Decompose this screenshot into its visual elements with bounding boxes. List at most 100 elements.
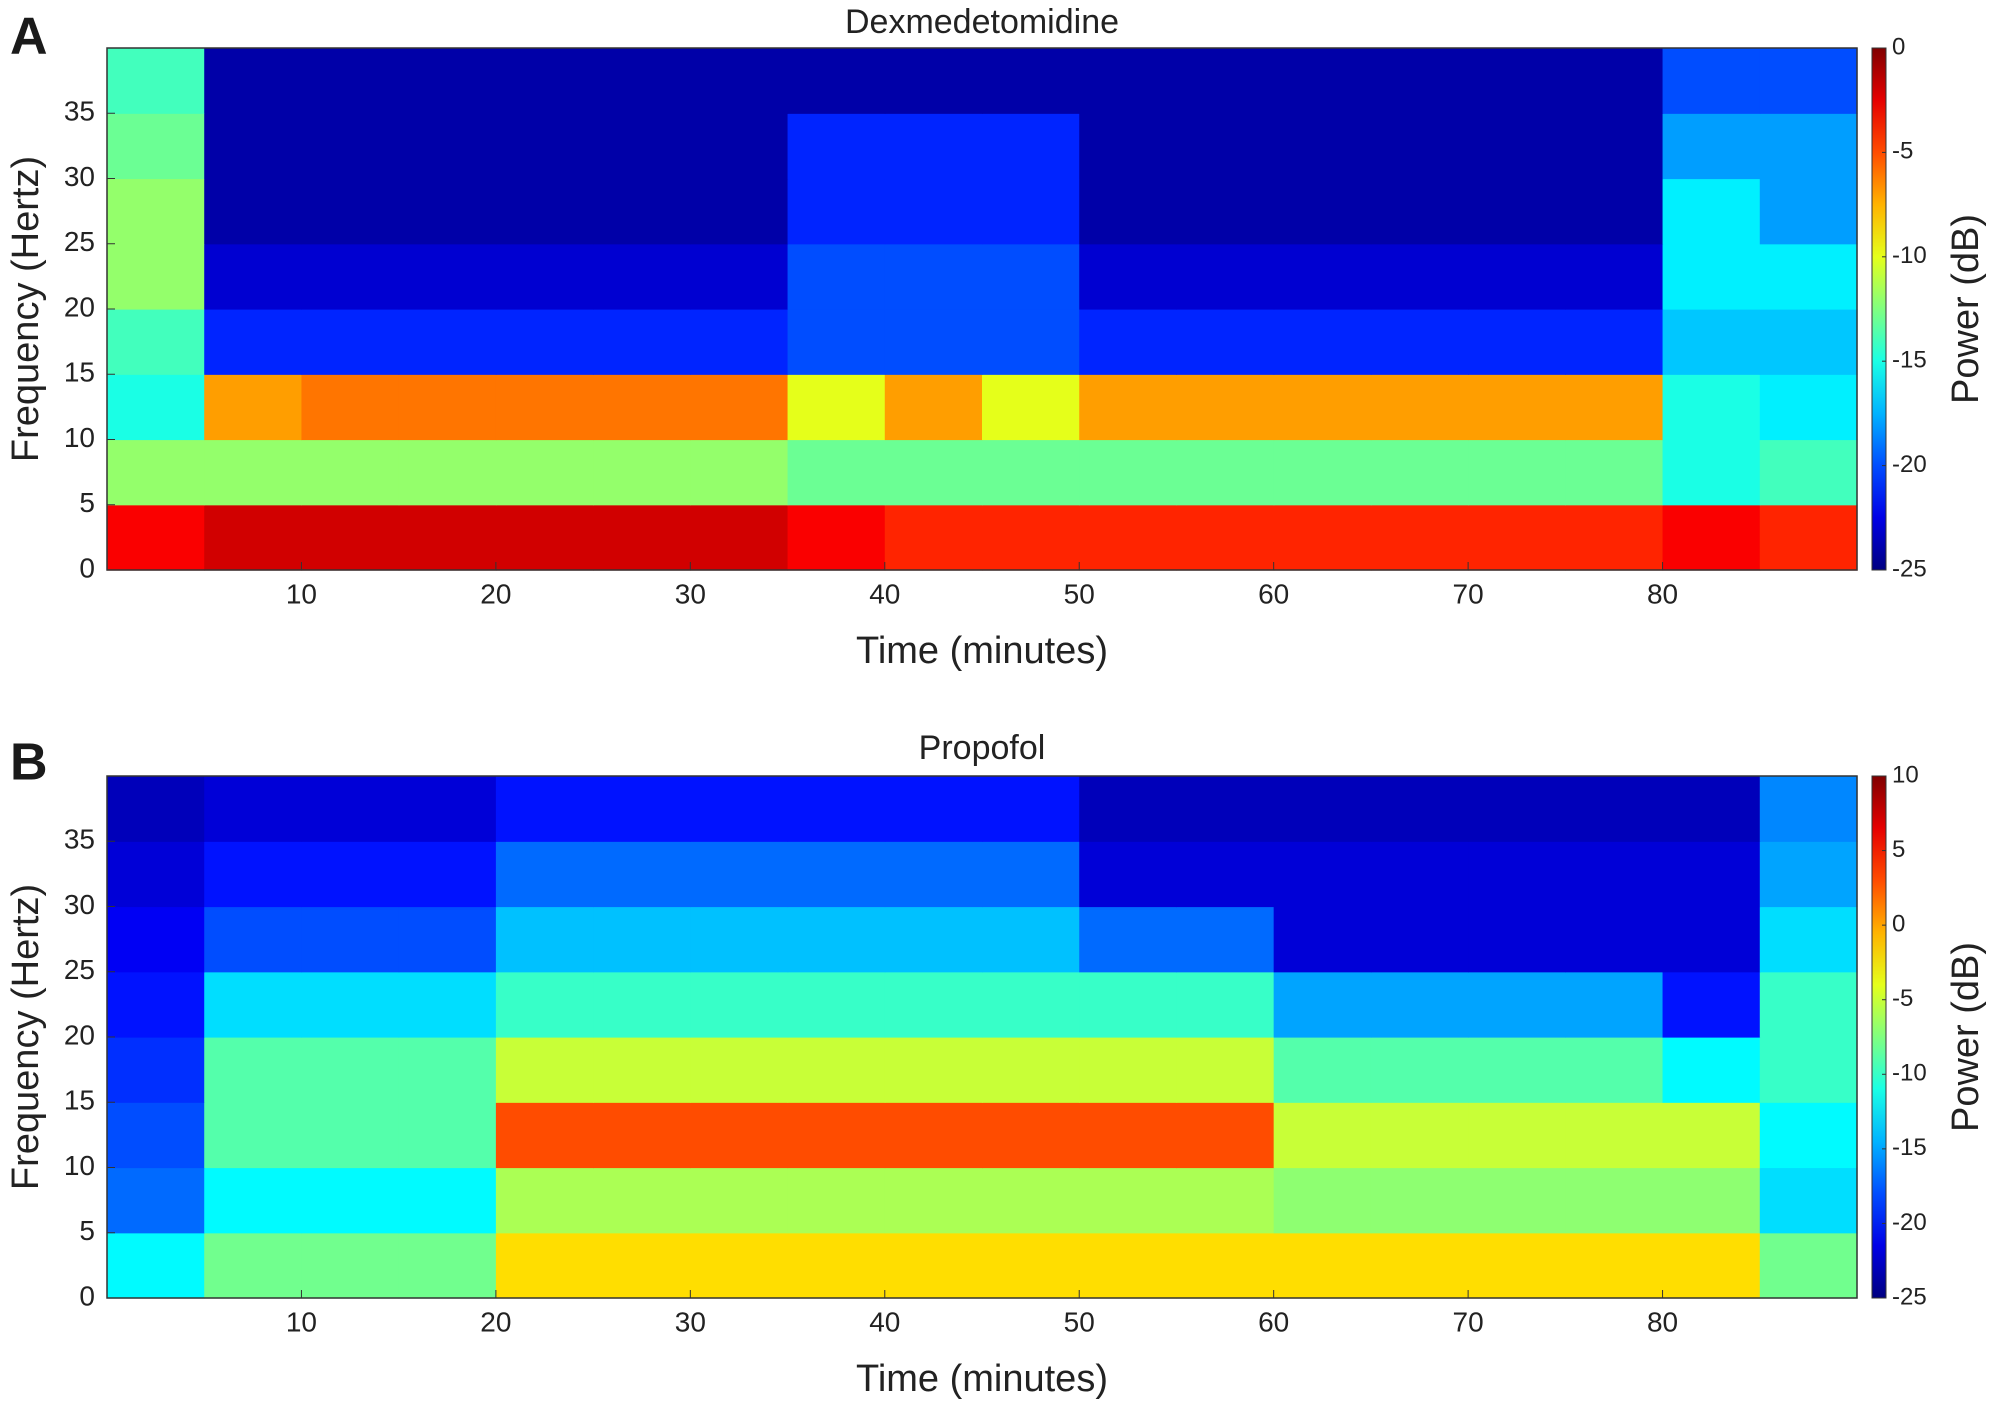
- heatmap-cell: [301, 309, 400, 375]
- y-tick-label: 30: [64, 161, 95, 192]
- heatmap-cell: [593, 1232, 691, 1299]
- heatmap-cell: [204, 439, 303, 506]
- heatmap-cell: [1273, 243, 1372, 310]
- heatmap-cell: [204, 374, 303, 441]
- x-tick-label: 60: [1258, 1306, 1289, 1337]
- heatmap-cell: [1273, 178, 1372, 245]
- heatmap-cell: [204, 776, 303, 842]
- heatmap-cell: [1565, 776, 1664, 842]
- heatmap-cell: [204, 1232, 303, 1299]
- heatmap-cell: [1759, 1102, 1858, 1169]
- heatmap-cell: [495, 1102, 594, 1169]
- heatmap-cell: [107, 1037, 205, 1103]
- heatmap-cell: [301, 243, 400, 310]
- heatmap-cell: [1273, 906, 1372, 973]
- colorbar-label: Power (dB): [1945, 214, 1987, 404]
- heatmap-cell: [690, 1232, 789, 1299]
- heatmap-cell: [1662, 1232, 1761, 1299]
- heatmap-cell: [1662, 1037, 1761, 1103]
- colorbar-tick-label: -10: [1892, 242, 1927, 269]
- heatmap-cell: [982, 1232, 1080, 1299]
- heatmap-cell: [301, 504, 400, 571]
- heatmap-cell: [884, 1037, 983, 1103]
- colorbar-tick-label: -20: [1892, 1209, 1927, 1236]
- heatmap-cell: [1176, 504, 1275, 571]
- heatmap-cell: [495, 841, 594, 908]
- heatmap-cell: [398, 776, 497, 842]
- heatmap-cell: [1370, 178, 1469, 245]
- colorbar-tick-label: 0: [1892, 33, 1905, 60]
- y-tick-label: 25: [64, 226, 95, 257]
- heatmap-cell: [1370, 1167, 1469, 1234]
- colorbar-tick-label: -15: [1892, 347, 1927, 374]
- heatmap-cell: [1565, 906, 1664, 973]
- heatmap-cell: [204, 504, 303, 571]
- heatmap-cell: [1273, 776, 1372, 842]
- heatmap-cell: [495, 1232, 594, 1299]
- heatmap-cell: [593, 504, 691, 571]
- heatmap-cell: [1176, 374, 1275, 441]
- heatmap-cell: [982, 374, 1080, 441]
- heatmap-cell: [1079, 971, 1178, 1038]
- heatmap-cell: [107, 309, 205, 375]
- heatmap-cell: [301, 439, 400, 506]
- heatmap-cell: [884, 776, 983, 842]
- heatmap-cell: [787, 504, 886, 571]
- heatmap-cell: [398, 48, 497, 114]
- heatmap-cell: [1273, 504, 1372, 571]
- heatmap-cell: [107, 841, 205, 908]
- heatmap-cell: [1079, 776, 1178, 842]
- heatmap-cell: [982, 243, 1080, 310]
- heatmap-cell: [1565, 1037, 1664, 1103]
- heatmap-cell: [593, 48, 691, 114]
- colorbar-label: Power (dB): [1945, 942, 1987, 1132]
- heatmap-cell: [301, 1167, 400, 1234]
- heatmap-cell: [1759, 439, 1858, 506]
- heatmap-cell: [398, 1102, 497, 1169]
- heatmap-cell: [495, 374, 594, 441]
- heatmap-cell: [495, 504, 594, 571]
- heatmap-cell: [1273, 841, 1372, 908]
- heatmap-cell: [495, 971, 594, 1038]
- heatmap-cell: [1176, 971, 1275, 1038]
- heatmap-cell: [1468, 439, 1566, 506]
- heatmap-cell: [982, 309, 1080, 375]
- y-tick-label: 0: [79, 552, 95, 583]
- heatmap-cell: [1565, 1102, 1664, 1169]
- chart-title: Propofol: [919, 729, 1046, 767]
- heatmap-cell: [787, 1102, 886, 1169]
- heatmap-cell: [1176, 841, 1275, 908]
- heatmap-cell: [690, 841, 789, 908]
- heatmap-cell: [982, 971, 1080, 1038]
- heatmap-cell: [1468, 1102, 1566, 1169]
- heatmap-cell: [690, 374, 789, 441]
- colorbar: [1871, 775, 1887, 1299]
- heatmap-cell: [398, 439, 497, 506]
- heatmap-cell: [398, 113, 497, 180]
- heatmap-cell: [1370, 1102, 1469, 1169]
- heatmap-cell: [1176, 1037, 1275, 1103]
- heatmap-cell: [787, 776, 886, 842]
- heatmap-cell: [593, 1102, 691, 1169]
- chart-title: Dexmedetomidine: [845, 3, 1119, 41]
- x-tick-label: 30: [675, 578, 706, 609]
- heatmap-cell: [1468, 1232, 1566, 1299]
- heatmap-cell: [787, 906, 886, 973]
- heatmap-cell: [1370, 906, 1469, 973]
- heatmap-cell: [1759, 1167, 1858, 1234]
- heatmap-cell: [107, 439, 205, 506]
- heatmap-cell: [1468, 243, 1566, 310]
- heatmap-cell: [1176, 48, 1275, 114]
- y-tick-label: 25: [64, 954, 95, 985]
- heatmap-cell: [690, 1037, 789, 1103]
- heatmap-cell: [1370, 113, 1469, 180]
- heatmap-cell: [107, 1167, 205, 1234]
- heatmap-cell: [1079, 841, 1178, 908]
- heatmap-cell: [1565, 243, 1664, 310]
- heatmap-cell: [982, 841, 1080, 908]
- heatmap-cell: [593, 1037, 691, 1103]
- heatmap-cell: [495, 309, 594, 375]
- x-tick-label: 80: [1647, 578, 1678, 609]
- heatmap-cell: [690, 1102, 789, 1169]
- heatmap-cell: [495, 243, 594, 310]
